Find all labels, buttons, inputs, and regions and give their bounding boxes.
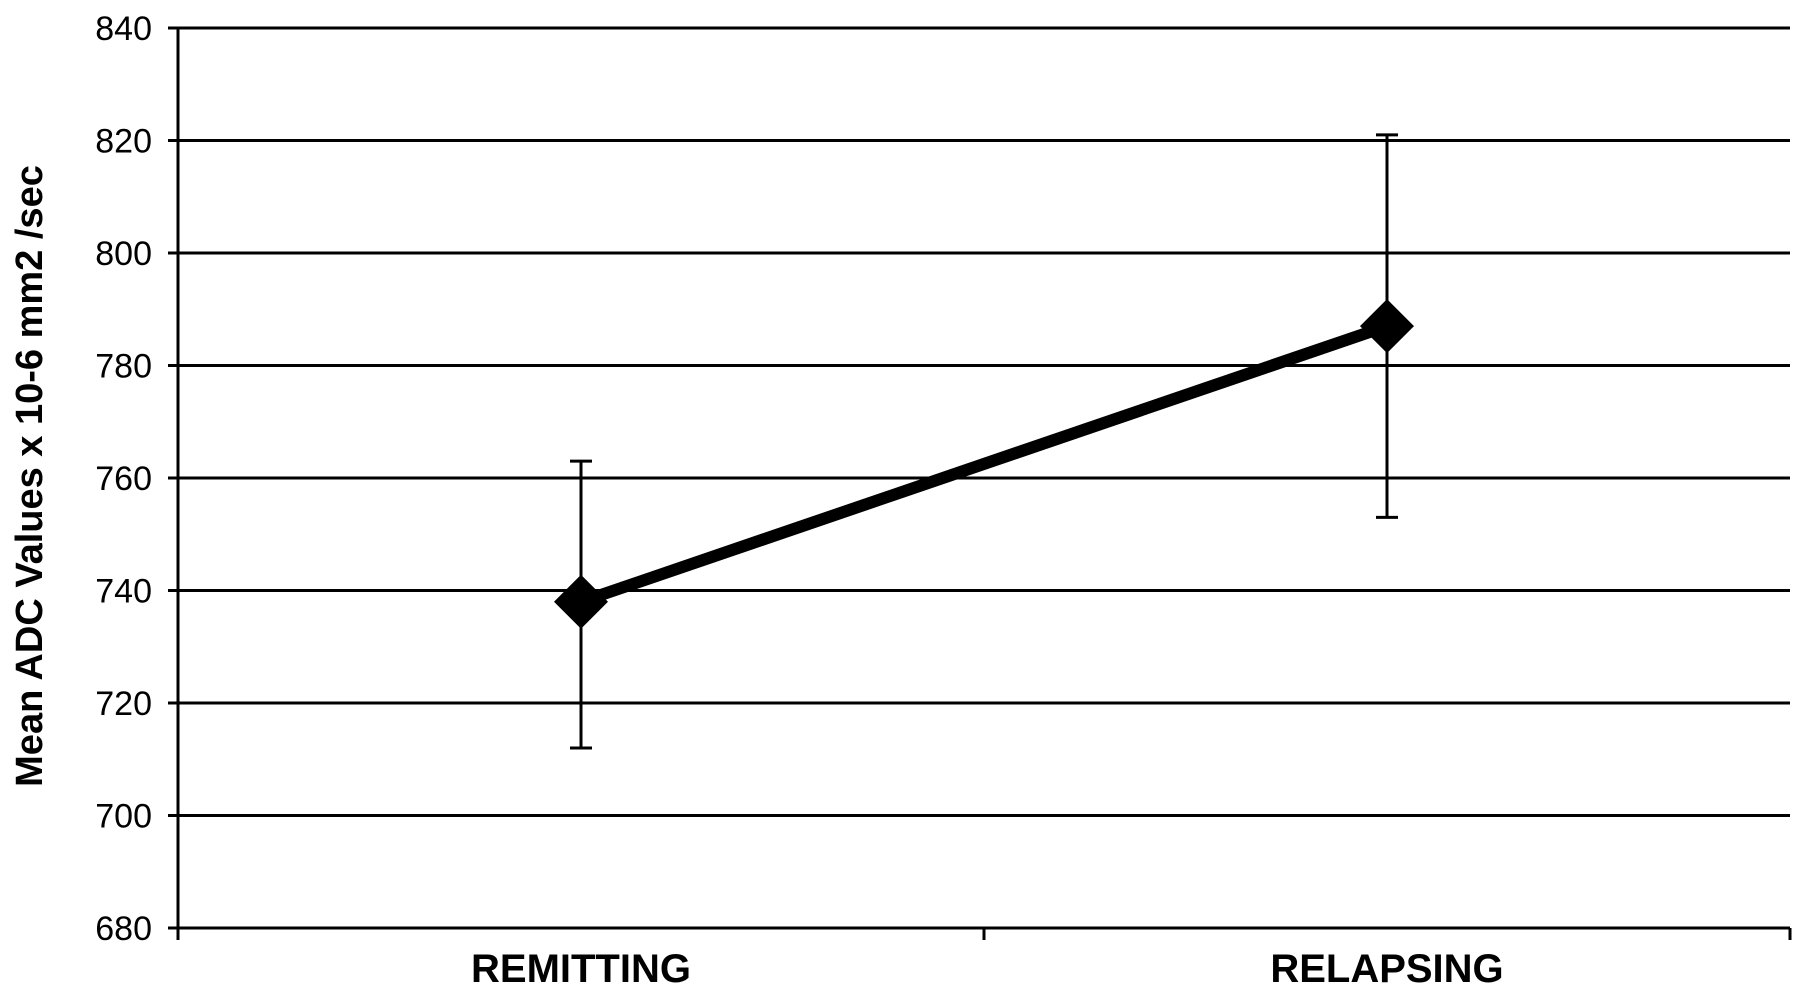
gridlines [178,26,1790,817]
axes [168,26,1792,940]
x-tick-label: REMITTING [471,947,691,991]
data-markers [554,299,1414,629]
y-tick-label: 840 [95,10,152,48]
y-tick-label: 740 [95,573,152,611]
x-tick-label: RELAPSING [1270,947,1503,991]
y-tick-labels: 680 700 720 740 760 780 800 820 840 [95,10,152,948]
y-tick-label: 800 [95,235,152,273]
y-tick-label: 820 [95,123,152,161]
error-bars [570,133,1398,750]
x-tick-labels: REMITTING RELAPSING [471,947,1504,991]
data-point-diamond [554,574,608,629]
y-tick-label: 720 [95,685,152,723]
series-line [579,320,1389,608]
y-tick-label: 700 [95,798,152,836]
series-line [579,320,1389,608]
y-tick-label: 760 [95,460,152,498]
y-tick-label: 680 [95,910,152,948]
data-point-diamond [1360,299,1414,354]
y-axis-title: Mean ADC Values x 10-6 mm2 /sec [9,165,51,787]
y-tick-label: 780 [95,348,152,386]
